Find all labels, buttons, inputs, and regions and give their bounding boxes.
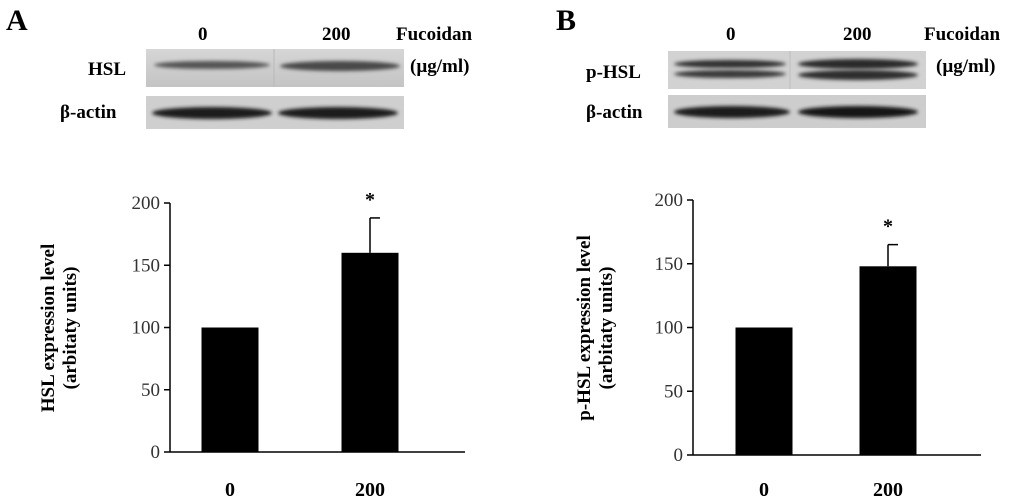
panel-a-y-axis-label: HSL expression level (arbitaty units): [38, 244, 81, 413]
panel-b-y-tick-label: 0: [674, 445, 684, 466]
panel-b-y-tick-label: 200: [655, 190, 684, 211]
panel-a-treatment-label: Fucoidan: [396, 24, 473, 45]
panel-a-actin-blot-image: [146, 96, 404, 129]
panel-a-y-axis-label-line: HSL expression level: [38, 244, 59, 413]
panel-a-y-axis-label-line: (arbitaty units): [60, 267, 81, 390]
panel-b-y-tick-label: 50: [664, 381, 683, 402]
panel-a-letter: A: [6, 4, 28, 37]
panel-a-hsl-blot: [146, 49, 404, 87]
panel-b-unit-label: (µg/ml): [936, 56, 996, 77]
panel-a-y-tick-label: 100: [132, 318, 161, 339]
panel-b-y-tick-label: 100: [655, 318, 684, 339]
panel-b-y-tick-label: 150: [655, 254, 684, 275]
panel-b-phsl-blot: [668, 51, 926, 89]
panel-a-category-label: 0: [225, 479, 235, 501]
panel-a-y-tick-label: 0: [151, 442, 161, 463]
panel-a-significance-marker: *: [365, 189, 375, 211]
panel-b-treatment-label: Fucoidan: [924, 24, 1001, 45]
panel-a-hsl-blot-image: [146, 49, 404, 87]
panel-a-lane-label-200: 200: [322, 24, 351, 45]
panel-b-category-label: 200: [873, 479, 903, 501]
panel-a-lane-label-0: 0: [198, 24, 208, 45]
panel-b-actin-blot: [668, 95, 926, 128]
panel-b-bar-chart: 0 50 100 150 200 0 * 200 p-HSL expression level(…: [574, 190, 981, 501]
panel-b-lane-label-0: 0: [726, 24, 736, 45]
panel-a-unit-label: (µg/ml): [410, 56, 470, 77]
panel-a-y-tick-label: 50: [141, 380, 160, 401]
panel-a-category-label: 200: [355, 479, 385, 501]
panel-b-significance-marker: *: [883, 216, 893, 238]
panel-b-lane-label-200: 200: [843, 24, 872, 45]
panel-b-y-axis-label-line: (arbitaty units): [596, 267, 617, 390]
panel-a-bar-chart: 0 50 100 150 200 0 * 200 HSL expression level (ar…: [38, 189, 465, 501]
panel-b-category-label: 0: [759, 479, 769, 501]
panel-a-actin-blot: [146, 96, 404, 129]
panel-b-row-label-phsl: p-HSL: [586, 62, 641, 83]
panel-b-y-axis-label: p-HSL expression level (arbitaty units): [574, 235, 617, 420]
panel-b-row-label-actin: β-actin: [586, 102, 643, 123]
panel-b-actin-blot-image: [668, 95, 926, 128]
panel-a-bar: [201, 327, 259, 452]
panel-b-bar: [859, 266, 917, 455]
panel-a-y-tick-label: 200: [132, 193, 161, 214]
panel-a-y-tick-label: 150: [132, 255, 161, 276]
panel-b-letter: B: [556, 4, 577, 37]
panel-b-y-axis-label-line: p-HSL expression level: [574, 235, 595, 420]
panel-b-phsl-blot-image: [668, 51, 926, 89]
panel-a-row-label-actin: β-actin: [60, 102, 117, 123]
panel-a-bar: [341, 252, 399, 452]
panel-a-row-label-hsl: HSL: [88, 59, 127, 80]
panel-b-bar: [735, 327, 793, 455]
